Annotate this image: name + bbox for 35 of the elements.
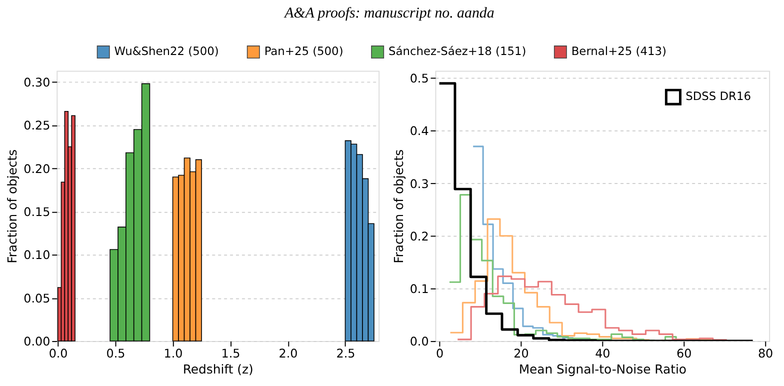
x-tick-label: 1.5 xyxy=(221,346,240,360)
y-tick-label: 0.3 xyxy=(410,176,429,191)
x-tick-label: 80 xyxy=(758,346,774,360)
x-axis-title: Mean Signal-to-Noise Ratio xyxy=(518,361,687,376)
x-tick-label: 2.5 xyxy=(336,346,356,360)
legend-label: SDSS DR16 xyxy=(686,89,751,104)
y-tick-label: 0.0 xyxy=(410,334,429,349)
y-tick-label: 0.10 xyxy=(24,248,50,262)
y-tick-label: 0.20 xyxy=(24,162,50,176)
y-axis-title: Fraction of objects xyxy=(4,149,20,264)
legend-label: Wu&Shen22 (500) xyxy=(114,44,219,58)
y-tick-label: 0.00 xyxy=(24,334,50,349)
x-tick-label: 1.0 xyxy=(164,346,183,360)
x-tick-label: 0.0 xyxy=(48,346,68,360)
x-axis-title: Redshift (z) xyxy=(182,361,254,376)
y-tick-label: 0.1 xyxy=(410,282,429,296)
x-tick-label: 0.5 xyxy=(106,346,126,360)
x-tick-label: 20 xyxy=(514,346,529,360)
legend-label: Bernal+25 (413) xyxy=(571,44,666,58)
y-tick-label: 0.25 xyxy=(24,118,50,133)
x-tick-label: 40 xyxy=(595,346,610,360)
y-tick-label: 0.05 xyxy=(24,291,50,306)
x-tick-label: 0 xyxy=(436,346,444,360)
y-axis-title: Fraction of objects xyxy=(390,149,406,264)
y-tick-label: 0.5 xyxy=(410,72,429,86)
legend-label: Sánchez-Sáez+18 (151) xyxy=(388,44,526,58)
x-tick-label: 60 xyxy=(676,346,692,360)
y-tick-label: 0.30 xyxy=(24,75,50,90)
y-tick-label: 0.4 xyxy=(410,124,429,138)
bar xyxy=(71,115,76,342)
x-tick-label: 2.0 xyxy=(278,346,298,360)
text: A&A proofs: manuscript no. aanda xyxy=(284,6,494,22)
y-tick-label: 0.2 xyxy=(410,229,429,244)
y-tick-label: 0.15 xyxy=(24,204,50,219)
legend-label: Pan+25 (500) xyxy=(264,44,344,58)
